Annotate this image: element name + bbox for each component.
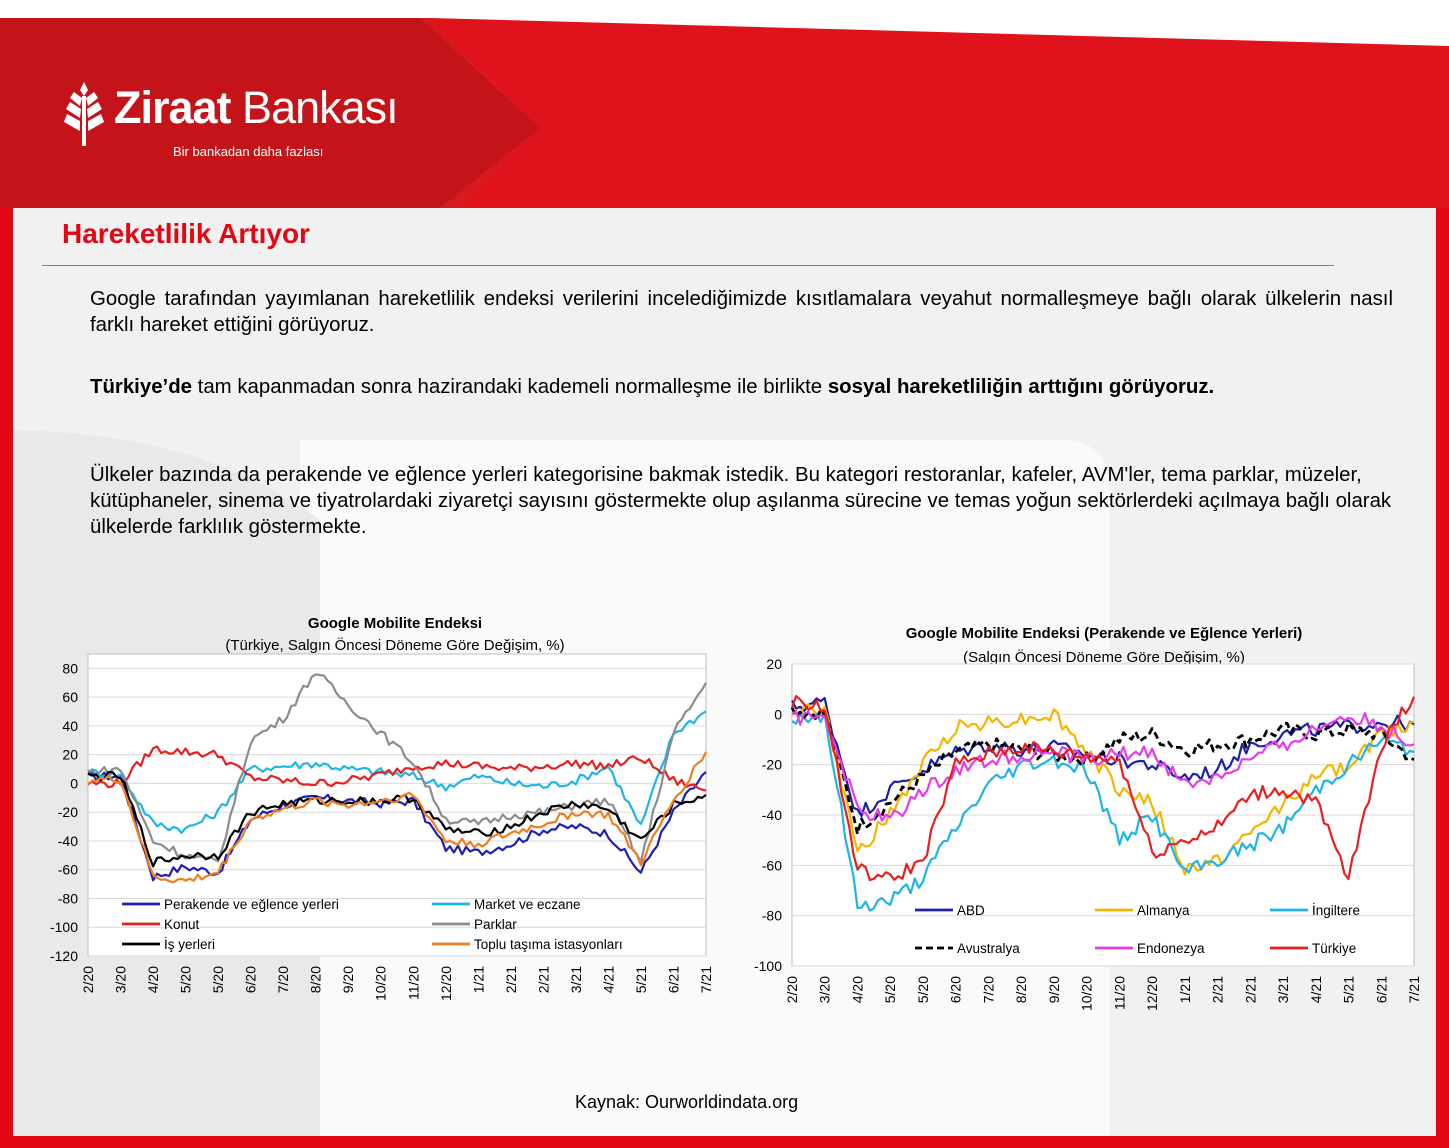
x-tick-label: 5/20	[210, 966, 226, 993]
y-tick-label: 20	[766, 656, 782, 672]
x-tick-label: 7/21	[1406, 976, 1422, 1003]
series-line	[790, 695, 1416, 882]
series-line	[791, 712, 1415, 912]
chart1-title: Google Mobilite Endeksi	[308, 615, 482, 632]
x-tick-label: 9/20	[340, 966, 356, 993]
y-tick-label: -80	[58, 890, 78, 906]
legend-label: Market ve eczane	[474, 897, 581, 912]
y-tick-label: -120	[50, 948, 78, 964]
legend-label: İngiltere	[1312, 903, 1360, 918]
x-tick-label: 11/20	[405, 966, 421, 1000]
x-tick-label: 7/20	[275, 966, 291, 993]
x-tick-label: 2/21	[1210, 976, 1226, 1003]
y-tick-label: 0	[774, 706, 782, 722]
x-tick-label: 6/21	[1373, 976, 1389, 1003]
x-tick-label: 8/20	[308, 966, 324, 993]
chart-turkey-mobility: Google Mobilite Endeksi (Türkiye, Salgın…	[30, 608, 720, 1048]
x-tick-label: 3/21	[1275, 976, 1291, 1003]
series-line	[87, 673, 707, 864]
source-note: Kaynak: Ourworldindata.org	[575, 1092, 799, 1112]
y-tick-label: -100	[50, 919, 78, 935]
x-tick-label: 3/21	[568, 966, 584, 993]
x-tick-label: 12/20	[1144, 976, 1160, 1011]
y-tick-label: -20	[762, 757, 782, 773]
wheat-icon	[64, 82, 104, 146]
x-tick-label: 4/21	[600, 966, 616, 993]
series-line	[87, 751, 707, 884]
x-tick-label: 5/21	[1341, 976, 1357, 1003]
series-line	[790, 706, 1415, 836]
x-tick-label: 2/20	[80, 966, 96, 993]
x-tick-label: 12/20	[438, 966, 454, 1001]
series-line	[791, 703, 1415, 876]
x-tick-label: 1/21	[470, 966, 486, 993]
chart2-title: Google Mobilite Endeksi (Perakende ve Eğ…	[906, 625, 1303, 642]
legend-label: Perakende ve eğlence yerleri	[164, 897, 339, 912]
legend-label: Toplu taşıma istasyonları	[474, 937, 623, 952]
chart-retail-recreation: Google Mobilite Endeksi (Perakende ve Eğ…	[740, 618, 1430, 1048]
y-tick-label: -60	[58, 862, 78, 878]
x-tick-label: 11/20	[1111, 976, 1127, 1010]
x-tick-label: 10/20	[1079, 976, 1095, 1011]
plot-area	[87, 653, 707, 957]
legend-label: Konut	[164, 917, 200, 932]
y-tick-label: -80	[762, 908, 782, 924]
series-line	[87, 745, 707, 792]
legend-label: Endonezya	[1137, 941, 1205, 956]
legend-label: İş yerleri	[164, 937, 215, 952]
title-divider	[42, 265, 1334, 266]
x-tick-label: 2/20	[784, 976, 800, 1003]
x-tick-label: 3/20	[817, 976, 833, 1003]
x-tick-label: 4/20	[849, 976, 865, 1003]
x-tick-label: 5/20	[882, 976, 898, 1003]
x-tick-label: 3/20	[113, 966, 129, 993]
paragraph-intro: Google tarafından yayımlanan hareketlili…	[90, 288, 1393, 336]
series-line	[87, 771, 707, 868]
legend-label: ABD	[957, 903, 985, 918]
chart1-subtitle: (Türkiye, Salgın Öncesi Döneme Göre Deği…	[225, 636, 564, 654]
legend-label: Parklar	[474, 917, 517, 932]
x-tick-label: 4/21	[1308, 976, 1324, 1003]
y-tick-label: -20	[58, 804, 78, 820]
page-title: Hareketlilik Artıyor	[62, 218, 310, 249]
x-tick-label: 6/21	[665, 966, 681, 993]
y-tick-label: -40	[762, 807, 782, 823]
x-tick-label: 4/20	[145, 966, 161, 993]
brand-logo[interactable]: Ziraat Bankası Bir bankadan daha fazlası	[62, 76, 442, 166]
x-tick-label: 5/20	[178, 966, 194, 993]
paragraph-turkey: Türkiye’de tam kapanmadan sonra hazirand…	[90, 376, 1215, 398]
x-tick-label: 2/21	[1242, 976, 1258, 1003]
y-tick-label: 60	[62, 689, 78, 705]
legend-label: Türkiye	[1312, 941, 1356, 956]
y-tick-label: -100	[754, 958, 782, 974]
x-tick-label: 2/21	[535, 966, 551, 993]
paragraph-countries: Ülkeler bazında da perakende ve eğlence …	[90, 464, 1392, 538]
legend-label: Avustralya	[957, 941, 1020, 956]
y-tick-label: 40	[62, 718, 78, 734]
brand-slogan: Bir bankadan daha fazlası	[173, 144, 324, 159]
x-tick-label: 5/20	[915, 976, 931, 1003]
brand-name: Ziraat Bankası	[114, 82, 399, 133]
series-line	[87, 710, 707, 834]
y-tick-label: -60	[762, 857, 782, 873]
x-tick-label: 9/20	[1046, 976, 1062, 1003]
x-tick-label: 5/21	[633, 966, 649, 993]
x-tick-label: 6/20	[243, 966, 259, 993]
y-tick-label: 0	[70, 775, 78, 791]
x-tick-label: 10/20	[373, 966, 389, 1001]
y-tick-label: 20	[62, 747, 78, 763]
x-tick-label: 2/21	[503, 966, 519, 993]
y-tick-label: 80	[62, 660, 78, 676]
x-tick-label: 7/20	[980, 976, 996, 1003]
x-tick-label: 6/20	[948, 976, 964, 1003]
chart2-subtitle: (Salgın Öncesi Döneme Göre Değişim, %)	[963, 648, 1245, 666]
legend-label: Almanya	[1137, 903, 1190, 918]
x-tick-label: 1/21	[1177, 976, 1193, 1003]
x-tick-label: 7/21	[698, 966, 714, 993]
x-tick-label: 8/20	[1013, 976, 1029, 1003]
y-tick-label: -40	[58, 833, 78, 849]
header-banner	[0, 18, 1449, 208]
